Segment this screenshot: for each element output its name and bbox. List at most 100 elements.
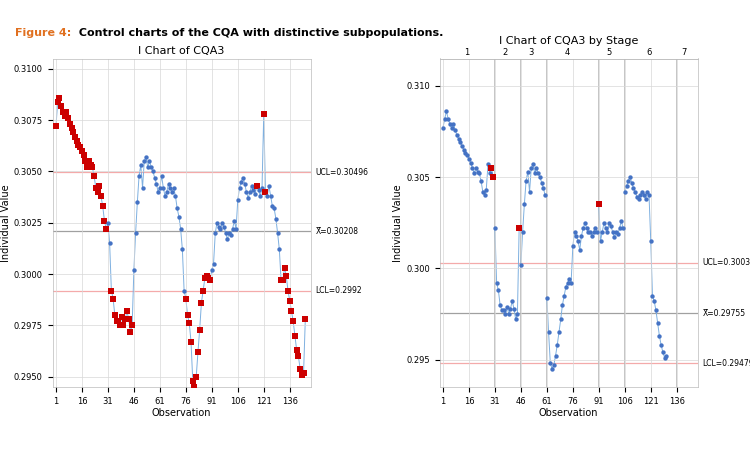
Point [187, 377, 199, 384]
Point [629, 188, 641, 195]
Point [256, 184, 268, 191]
Point [527, 161, 539, 168]
Point [190, 373, 202, 380]
Point [258, 110, 270, 117]
Point [595, 238, 607, 245]
Point [492, 287, 504, 294]
Point [607, 228, 619, 235]
Point [123, 315, 135, 323]
Point [206, 266, 218, 274]
Point [466, 164, 478, 171]
Point [556, 301, 568, 308]
Point [168, 184, 180, 191]
Point [85, 162, 97, 169]
Point [660, 352, 672, 360]
Title: I Chart of CQA3: I Chart of CQA3 [138, 46, 225, 56]
Point [460, 150, 472, 157]
Text: UCL=0.30031: UCL=0.30031 [703, 258, 750, 267]
Point [622, 177, 634, 184]
Point [64, 121, 76, 128]
Point [542, 328, 554, 336]
Point [299, 315, 311, 323]
Point [515, 261, 527, 268]
Text: Figure 4:: Figure 4: [15, 28, 71, 38]
Point [126, 322, 138, 329]
Point [131, 198, 143, 206]
Point [223, 230, 235, 237]
Point [458, 146, 470, 153]
Point [90, 184, 102, 191]
Point [592, 201, 604, 208]
Point [472, 168, 484, 175]
Point [614, 225, 626, 232]
Point [572, 238, 584, 245]
Point [118, 322, 130, 329]
Point [461, 152, 473, 159]
Point [553, 328, 565, 336]
Point [477, 188, 489, 195]
Point [574, 247, 586, 254]
Point [238, 180, 250, 187]
Point [520, 177, 532, 184]
Point [196, 299, 208, 306]
Point [102, 219, 114, 226]
Point [146, 164, 158, 171]
Point [78, 151, 90, 158]
Point [136, 184, 148, 191]
Point [246, 182, 258, 189]
Point [439, 115, 451, 122]
Point [656, 342, 668, 349]
Point [454, 139, 466, 146]
Point [56, 102, 68, 109]
Point [558, 292, 570, 299]
Point [598, 219, 610, 226]
Point [640, 195, 652, 203]
Point [213, 223, 225, 230]
Point [270, 215, 282, 222]
Point [505, 305, 517, 312]
Point [475, 177, 487, 184]
Point [230, 225, 242, 233]
Point [266, 202, 278, 210]
Point [214, 225, 226, 233]
Point [50, 123, 62, 130]
Point [631, 194, 643, 201]
Point [451, 131, 463, 139]
Point [586, 232, 598, 239]
Point [236, 178, 248, 185]
Point [446, 124, 458, 131]
Point [658, 354, 670, 361]
Point [200, 273, 212, 280]
Point [166, 189, 178, 196]
Point [183, 320, 195, 327]
Point [608, 234, 620, 241]
Point [88, 172, 100, 179]
Point [546, 365, 558, 372]
Point [506, 297, 518, 305]
Point [287, 318, 299, 325]
Point [478, 192, 490, 199]
Text: X̅=0.30208: X̅=0.30208 [316, 227, 358, 236]
Point [512, 310, 524, 318]
Point [617, 225, 629, 232]
Point [112, 318, 125, 325]
Text: LCL=0.29479: LCL=0.29479 [703, 359, 750, 368]
Point [128, 266, 140, 274]
Point [143, 158, 155, 165]
Point [151, 180, 163, 187]
Point [93, 182, 105, 189]
Point [456, 143, 468, 150]
Text: X̅=0.29755: X̅=0.29755 [703, 309, 746, 318]
Point [452, 135, 464, 142]
Point [154, 184, 166, 191]
Point [463, 155, 475, 162]
Point [110, 318, 122, 325]
Point [645, 238, 657, 245]
Point [612, 230, 624, 237]
Point [272, 230, 284, 237]
Point [518, 201, 530, 208]
Point [532, 170, 544, 177]
Point [242, 194, 254, 202]
Text: Control charts of the CQA with distinctive subpopulations.: Control charts of the CQA with distincti… [75, 28, 443, 38]
Point [109, 311, 121, 319]
